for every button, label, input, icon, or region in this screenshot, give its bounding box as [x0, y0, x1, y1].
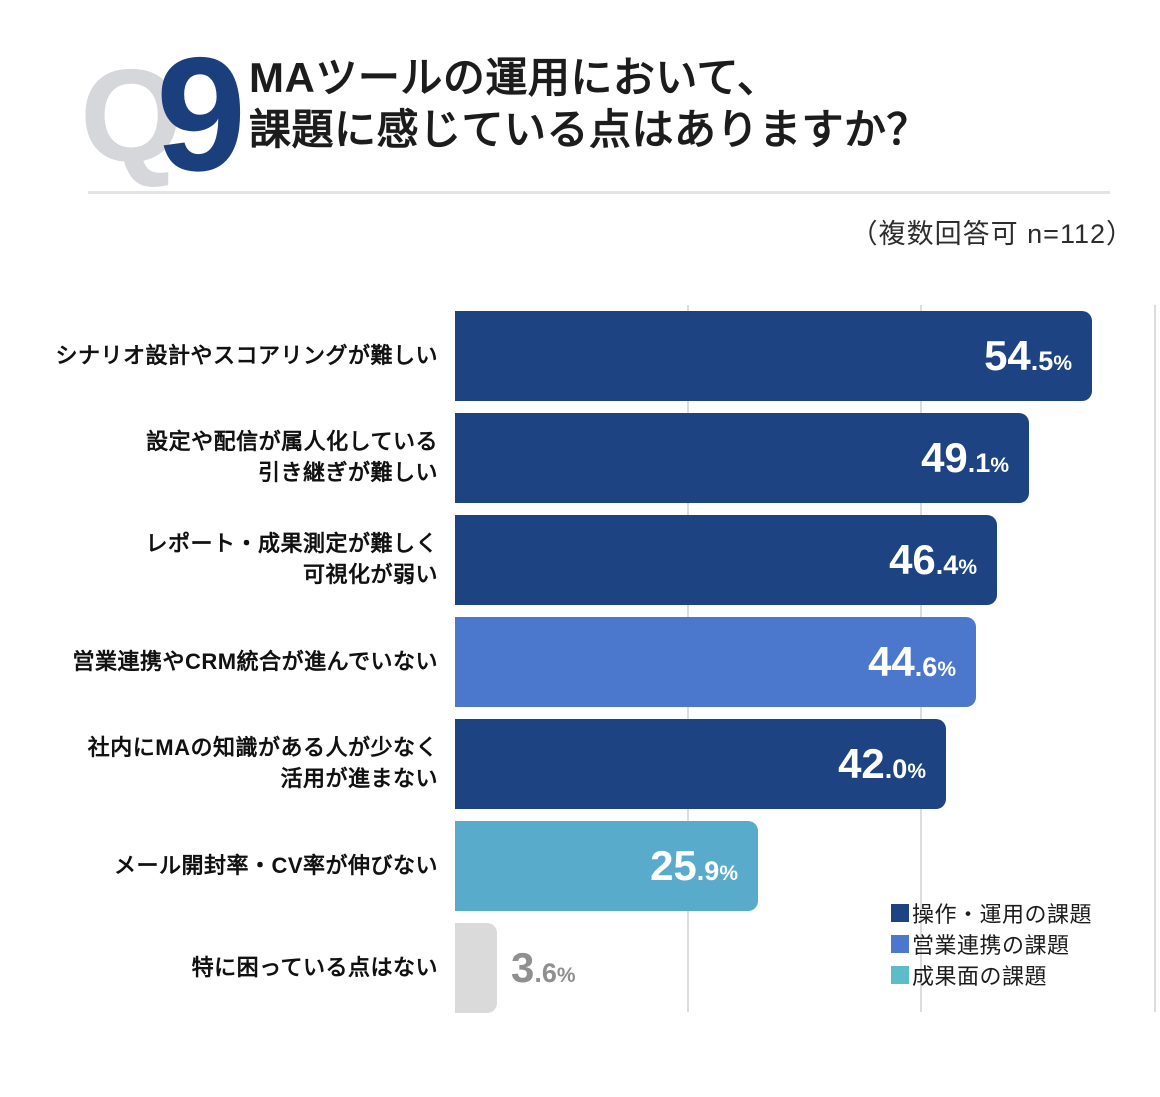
bar-area: 25.9%	[455, 821, 1156, 911]
category-label: シナリオ設計やスコアリングが難しい	[55, 342, 438, 368]
chart-row: 特に困っている点はない 3.6%	[40, 917, 1156, 1019]
bar-value-label: 46.4%	[889, 536, 977, 583]
legend-item: 営業連携の課題	[891, 928, 1092, 959]
chart-legend: 操作・運用の課題 営業連携の課題 成果面の課題	[891, 897, 1092, 990]
bar: 49.1%	[455, 413, 1029, 503]
bar-value-label: 3.6%	[511, 944, 576, 991]
gridline-60pct	[1154, 305, 1156, 1012]
legend-label: 操作・運用の課題	[912, 901, 1093, 927]
chart-row: 設定や配信が属人化している 引き継ぎが難しい 49.1%	[40, 407, 1156, 509]
chart-row: レポート・成果測定が難しく 可視化が弱い 46.4%	[40, 509, 1156, 611]
bar-value-label: 44.6%	[868, 638, 956, 685]
page-title-line1: MAツールの運用において、	[249, 54, 780, 101]
legend-swatch-icon	[891, 965, 909, 984]
chart-row: シナリオ設計やスコアリングが難しい 54.5%	[40, 305, 1156, 407]
chart-row: 営業連携やCRM統合が進んでいない 44.6%	[40, 611, 1156, 713]
category-label: レポート・成果測定が難しく 可視化が弱い	[145, 531, 438, 587]
legend-label: 営業連携の課題	[912, 932, 1070, 958]
category-label: 営業連携やCRM統合が進んでいない	[72, 648, 438, 674]
legend-item: 操作・運用の課題	[891, 897, 1092, 928]
legend-label: 成果面の課題	[912, 963, 1048, 989]
bar: 46.4%	[455, 515, 997, 605]
bar-area: 42.0%	[455, 719, 1156, 809]
bar-value-label: 42.0%	[838, 740, 926, 787]
category-label: 社内にMAの知識がある人が少なく 活用が進まない	[87, 735, 438, 791]
bar-value-label: 49.1%	[921, 434, 1009, 481]
legend-item: 成果面の課題	[891, 959, 1092, 990]
question-badge-number: 9	[156, 24, 247, 205]
category-label: 設定や配信が属人化している 引き継ぎが難しい	[146, 429, 438, 485]
chart-row: メール開封率・CV率が伸びない 25.9%	[40, 815, 1156, 917]
legend-swatch-icon	[891, 934, 909, 953]
category-label: 特に困っている点はない	[191, 954, 438, 980]
bar	[455, 923, 497, 1013]
chart-rows: シナリオ設計やスコアリングが難しい 54.5% 設定や配信が属人化している 引き継ぎが…	[40, 305, 1156, 1019]
bar-value-label: 54.5%	[984, 332, 1072, 379]
page-title-line2: 課題に感じている点はありますか？	[249, 106, 930, 154]
page-title: MAツールの運用において、 課題に感じている点はありますか？	[249, 52, 929, 156]
bar-area: 44.6%	[455, 617, 1156, 707]
question-badge-letter: Q	[80, 42, 183, 189]
category-label: メール開封率・CV率が伸びない	[113, 852, 438, 878]
bar-area: 3.6%	[455, 923, 1156, 1013]
title-separator-line	[88, 191, 1110, 194]
bar: 42.0%	[455, 719, 946, 809]
question-badge: Q 9	[80, 0, 280, 205]
bar: 25.9%	[455, 821, 758, 911]
bar-area: 49.1%	[455, 413, 1156, 503]
sample-size-note: （複数回答可 n=112）	[850, 219, 1134, 249]
chart-row: 社内にMAの知識がある人が少なく 活用が進まない 42.0%	[40, 713, 1156, 815]
bar-area: 54.5%	[455, 311, 1156, 401]
bar-area: 46.4%	[455, 515, 1156, 605]
legend-swatch-icon	[891, 903, 909, 922]
bar: 54.5%	[455, 311, 1092, 401]
bar: 44.6%	[455, 617, 976, 707]
bar-value-label: 25.9%	[650, 842, 738, 889]
